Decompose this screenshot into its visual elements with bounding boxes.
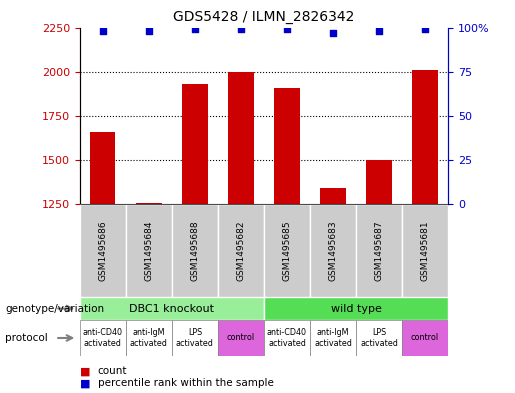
Bar bbox=[172, 204, 218, 297]
Bar bbox=[80, 320, 126, 356]
Text: anti-IgM
activated: anti-IgM activated bbox=[314, 328, 352, 348]
Bar bbox=[80, 297, 264, 320]
Bar bbox=[402, 204, 448, 297]
Text: anti-CD40
activated: anti-CD40 activated bbox=[83, 328, 123, 348]
Point bbox=[145, 28, 153, 34]
Bar bbox=[218, 320, 264, 356]
Point bbox=[329, 30, 337, 36]
Text: percentile rank within the sample: percentile rank within the sample bbox=[98, 378, 274, 388]
Bar bbox=[228, 72, 253, 204]
Text: GSM1495688: GSM1495688 bbox=[191, 220, 199, 281]
Text: GSM1495682: GSM1495682 bbox=[236, 220, 246, 281]
Text: GSM1495683: GSM1495683 bbox=[329, 220, 337, 281]
Bar bbox=[356, 204, 402, 297]
Title: GDS5428 / ILMN_2826342: GDS5428 / ILMN_2826342 bbox=[173, 10, 355, 24]
Bar bbox=[126, 320, 172, 356]
Text: genotype/variation: genotype/variation bbox=[5, 303, 104, 314]
Text: anti-IgM
activated: anti-IgM activated bbox=[130, 328, 168, 348]
Bar bbox=[413, 70, 438, 204]
Text: count: count bbox=[98, 366, 127, 376]
Point bbox=[375, 28, 383, 34]
Bar bbox=[264, 320, 310, 356]
Text: GSM1495687: GSM1495687 bbox=[374, 220, 384, 281]
Text: GSM1495686: GSM1495686 bbox=[98, 220, 107, 281]
Bar bbox=[366, 160, 392, 204]
Bar bbox=[264, 204, 310, 297]
Text: LPS
activated: LPS activated bbox=[360, 328, 398, 348]
Text: GSM1495685: GSM1495685 bbox=[282, 220, 291, 281]
Bar bbox=[274, 88, 300, 204]
Bar bbox=[218, 204, 264, 297]
Bar bbox=[90, 132, 115, 204]
Text: GSM1495684: GSM1495684 bbox=[144, 220, 153, 281]
Bar bbox=[172, 320, 218, 356]
Text: control: control bbox=[411, 334, 439, 342]
Bar bbox=[310, 320, 356, 356]
Text: control: control bbox=[227, 334, 255, 342]
Bar bbox=[126, 204, 172, 297]
Text: anti-CD40
activated: anti-CD40 activated bbox=[267, 328, 307, 348]
Bar bbox=[80, 204, 126, 297]
Text: protocol: protocol bbox=[5, 333, 48, 343]
Bar bbox=[310, 204, 356, 297]
Text: GSM1495681: GSM1495681 bbox=[421, 220, 430, 281]
Bar bbox=[356, 320, 402, 356]
Bar bbox=[320, 188, 346, 204]
Bar bbox=[402, 320, 448, 356]
Bar bbox=[182, 84, 208, 204]
Text: LPS
activated: LPS activated bbox=[176, 328, 214, 348]
Text: ■: ■ bbox=[80, 366, 90, 376]
Point bbox=[283, 26, 291, 32]
Text: DBC1 knockout: DBC1 knockout bbox=[129, 303, 214, 314]
Text: ■: ■ bbox=[80, 378, 90, 388]
Point bbox=[421, 26, 429, 32]
Text: wild type: wild type bbox=[331, 303, 382, 314]
Point bbox=[99, 28, 107, 34]
Bar bbox=[264, 297, 448, 320]
Point bbox=[237, 26, 245, 32]
Point bbox=[191, 26, 199, 32]
